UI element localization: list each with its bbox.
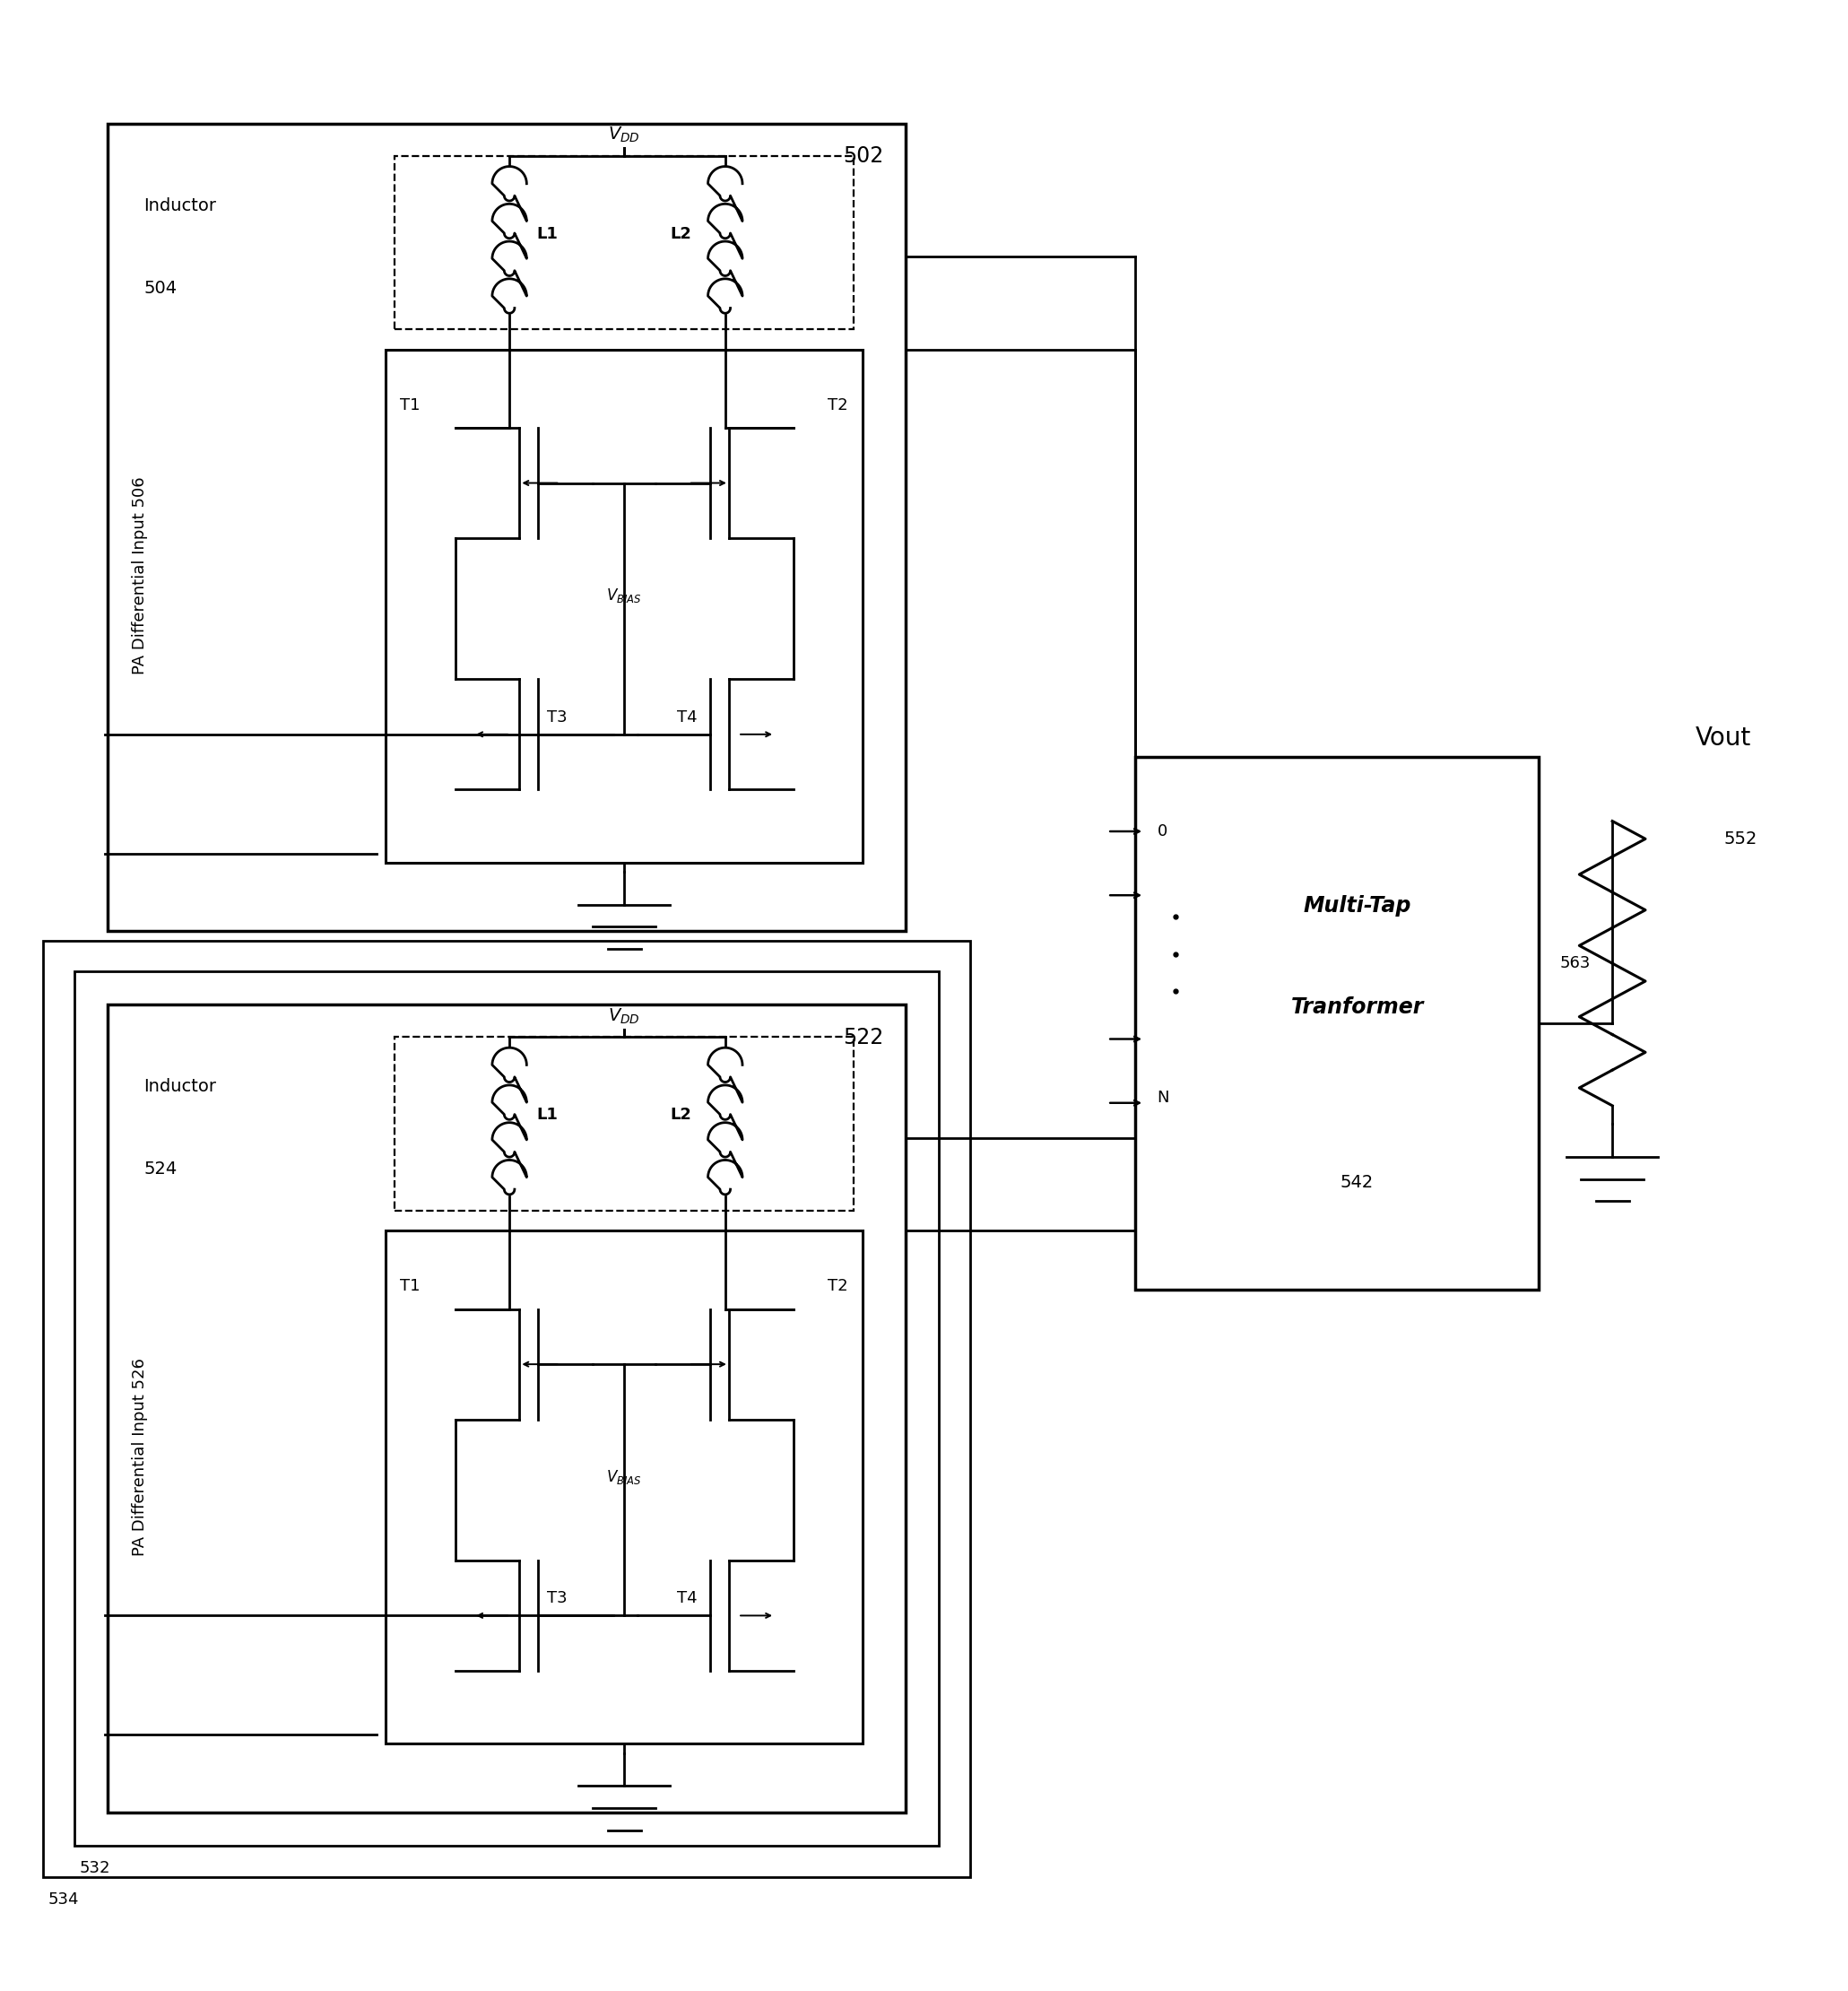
Text: 522: 522 — [843, 1027, 883, 1047]
Text: 552: 552 — [1724, 830, 1757, 848]
Text: T3: T3 — [547, 1591, 567, 1607]
Text: $V_{BIAS}$: $V_{BIAS}$ — [606, 587, 641, 605]
Text: T2: T2 — [828, 1278, 848, 1294]
Text: T3: T3 — [547, 709, 567, 725]
Text: Tranformer: Tranformer — [1290, 996, 1423, 1017]
Bar — [395, 1037, 854, 1211]
Text: T1: T1 — [401, 1278, 419, 1294]
Text: 524: 524 — [144, 1161, 177, 1179]
Bar — [395, 155, 854, 329]
Text: T4: T4 — [678, 709, 699, 725]
Text: 0: 0 — [1157, 824, 1168, 840]
Text: Multi-Tap: Multi-Tap — [1303, 896, 1412, 916]
Text: 532: 532 — [79, 1860, 111, 1876]
Text: 534: 534 — [48, 1891, 79, 1907]
Bar — [107, 123, 906, 932]
Text: 504: 504 — [144, 279, 177, 297]
Text: L2: L2 — [671, 1107, 691, 1123]
Text: PA Differential Input 526: PA Differential Input 526 — [133, 1358, 148, 1557]
Text: Inductor: Inductor — [144, 197, 216, 213]
Text: Vout: Vout — [1695, 727, 1750, 751]
Bar — [386, 350, 863, 862]
Bar — [386, 1230, 863, 1744]
Bar — [1135, 757, 1539, 1290]
Text: N: N — [1157, 1089, 1170, 1105]
Text: PA Differential Input 506: PA Differential Input 506 — [133, 478, 148, 675]
Text: $V_{DD}$: $V_{DD}$ — [608, 125, 639, 145]
Bar — [107, 1005, 906, 1812]
Bar — [74, 972, 939, 1846]
Text: 502: 502 — [843, 145, 883, 167]
Text: $V_{DD}$: $V_{DD}$ — [608, 1007, 639, 1025]
Bar — [43, 940, 970, 1878]
Text: 542: 542 — [1340, 1175, 1373, 1191]
Text: L2: L2 — [671, 225, 691, 243]
Text: T4: T4 — [678, 1591, 699, 1607]
Text: T1: T1 — [401, 396, 419, 414]
Text: L1: L1 — [538, 225, 558, 243]
Text: L1: L1 — [538, 1107, 558, 1123]
Text: 563: 563 — [1560, 956, 1591, 972]
Text: Inductor: Inductor — [144, 1077, 216, 1095]
Text: T2: T2 — [828, 396, 848, 414]
Text: $V_{BIAS}$: $V_{BIAS}$ — [606, 1467, 641, 1485]
